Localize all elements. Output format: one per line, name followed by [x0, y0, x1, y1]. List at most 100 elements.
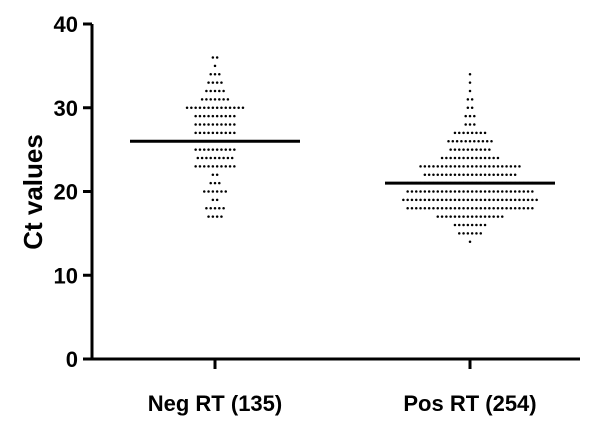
data-point	[483, 165, 487, 168]
data-point	[440, 156, 444, 160]
data-point	[513, 207, 517, 210]
data-point	[479, 165, 482, 168]
data-point	[462, 131, 465, 135]
data-point	[453, 131, 457, 135]
data-point	[209, 181, 212, 185]
data-point	[406, 198, 409, 202]
data-point	[215, 215, 219, 218]
data-point	[513, 198, 517, 202]
data-point	[423, 207, 427, 210]
data-point	[215, 106, 219, 109]
data-point	[470, 215, 474, 218]
data-point	[213, 181, 217, 185]
data-point	[458, 215, 461, 218]
data-point	[220, 148, 223, 151]
data-point	[213, 98, 217, 101]
data-point	[205, 207, 208, 210]
data-point	[194, 165, 197, 168]
data-point	[475, 223, 478, 227]
data-point	[427, 207, 431, 210]
data-point	[518, 207, 521, 210]
data-point	[458, 223, 461, 227]
data-point	[226, 98, 230, 101]
data-point	[509, 190, 513, 193]
data-point	[185, 106, 189, 109]
data-point	[445, 156, 448, 160]
data-point	[466, 223, 470, 227]
data-point	[477, 140, 480, 143]
data-point	[531, 198, 534, 202]
data-point	[470, 173, 474, 176]
data-point	[427, 165, 431, 168]
data-point	[492, 165, 495, 168]
data-point	[470, 165, 474, 168]
data-point	[198, 131, 202, 135]
data-point	[406, 207, 409, 210]
data-point	[211, 114, 215, 118]
data-point	[481, 140, 485, 143]
data-point	[436, 173, 439, 176]
data-point	[496, 198, 500, 202]
data-point	[509, 165, 513, 168]
data-point	[203, 123, 206, 126]
data-point	[479, 173, 482, 176]
data-point	[432, 207, 435, 210]
data-point	[209, 89, 212, 93]
data-point	[496, 190, 500, 193]
data-point	[203, 190, 206, 193]
data-point	[473, 140, 476, 143]
data-point	[488, 190, 491, 193]
data-point	[453, 223, 457, 227]
data-point	[458, 190, 461, 193]
data-point	[509, 198, 513, 202]
data-point	[464, 114, 467, 118]
data-point	[460, 140, 463, 143]
data-point	[488, 215, 491, 218]
data-point	[228, 148, 232, 151]
data-point	[423, 190, 427, 193]
data-point	[203, 106, 206, 109]
data-point	[207, 215, 210, 218]
data-point	[462, 207, 465, 210]
data-point	[462, 190, 465, 193]
data-point	[470, 148, 474, 151]
data-point	[215, 165, 219, 168]
data-point	[415, 198, 418, 202]
data-point	[215, 190, 219, 193]
data-point	[213, 73, 217, 76]
data-point	[222, 156, 225, 160]
data-point	[224, 106, 227, 109]
data-point	[432, 190, 435, 193]
data-point	[462, 223, 465, 227]
data-point	[483, 198, 487, 202]
data-point	[237, 106, 240, 109]
data-point	[526, 190, 530, 193]
data-point	[488, 156, 491, 160]
data-point	[432, 198, 435, 202]
data-point	[479, 215, 482, 218]
data-point	[492, 190, 495, 193]
data-point	[207, 106, 210, 109]
data-point	[449, 165, 452, 168]
data-points	[185, 56, 538, 243]
data-point	[211, 173, 215, 176]
x-category-label: Pos RT (254)	[403, 391, 536, 416]
data-point	[215, 114, 219, 118]
data-point	[470, 190, 474, 193]
data-point	[233, 131, 236, 135]
data-point	[462, 173, 465, 176]
data-point	[449, 207, 452, 210]
data-point	[522, 190, 525, 193]
data-point	[209, 98, 212, 101]
data-point	[203, 148, 206, 151]
data-point	[479, 207, 482, 210]
data-point	[475, 207, 478, 210]
data-point	[470, 198, 474, 202]
data-point	[466, 215, 470, 218]
data-point	[453, 215, 457, 218]
data-point	[466, 98, 470, 101]
data-point	[475, 131, 478, 135]
data-point	[488, 207, 491, 210]
data-point	[479, 198, 482, 202]
data-point	[466, 207, 470, 210]
